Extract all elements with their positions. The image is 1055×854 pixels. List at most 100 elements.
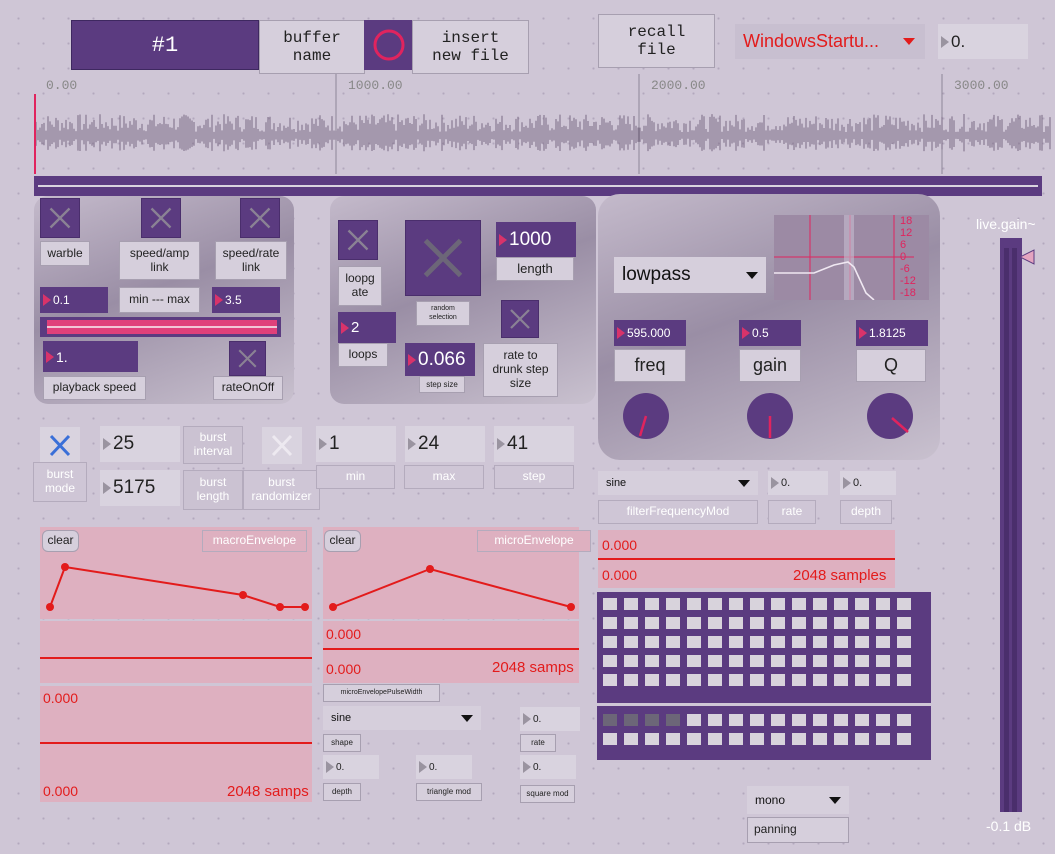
step-cell[interactable] <box>624 636 638 648</box>
recall-file-button[interactable]: recall file <box>598 14 715 68</box>
step-cell[interactable] <box>813 598 827 610</box>
step-cell[interactable] <box>666 617 680 629</box>
step-cell[interactable] <box>645 674 659 686</box>
step-cell[interactable] <box>708 733 722 745</box>
step-cell[interactable] <box>750 636 764 648</box>
gain-knob[interactable] <box>746 392 794 440</box>
step-cell[interactable] <box>771 598 785 610</box>
step-cell[interactable] <box>603 598 617 610</box>
step-cell[interactable] <box>771 636 785 648</box>
step-cell[interactable] <box>708 714 722 726</box>
step-cell[interactable] <box>750 733 764 745</box>
step-cell[interactable] <box>834 733 848 745</box>
step-cell[interactable] <box>792 598 806 610</box>
step-cell[interactable] <box>813 733 827 745</box>
step-cell[interactable] <box>834 598 848 610</box>
micro-shape-menu[interactable]: sine <box>323 706 481 730</box>
step-cell[interactable] <box>687 714 701 726</box>
step-cell[interactable] <box>897 733 911 745</box>
step-cell[interactable] <box>603 617 617 629</box>
step-cell[interactable] <box>666 733 680 745</box>
burst-length-box[interactable]: 5175 <box>100 470 180 506</box>
file-select-menu[interactable]: WindowsStartu... <box>735 24 925 59</box>
step-cell[interactable] <box>603 733 617 745</box>
step-cell[interactable] <box>792 617 806 629</box>
step-cell[interactable] <box>729 714 743 726</box>
live-gain-slider[interactable] <box>1000 238 1022 812</box>
burst-mode-toggle[interactable] <box>40 427 80 464</box>
step-cell[interactable] <box>687 655 701 667</box>
step-cell[interactable] <box>813 636 827 648</box>
step-cell[interactable] <box>876 617 890 629</box>
step-cell[interactable] <box>876 733 890 745</box>
step-cell[interactable] <box>666 598 680 610</box>
step-cell[interactable] <box>603 674 617 686</box>
step-cell[interactable] <box>834 617 848 629</box>
burst-randomizer-toggle[interactable] <box>262 427 302 464</box>
buffer-number-button[interactable]: #1 <box>71 20 259 70</box>
selection-bar[interactable] <box>34 176 1042 196</box>
step-cell[interactable] <box>666 655 680 667</box>
step-cell[interactable] <box>708 617 722 629</box>
filter-type-menu[interactable]: lowpass <box>614 257 766 293</box>
step-cell[interactable] <box>687 733 701 745</box>
step-cell[interactable] <box>876 655 890 667</box>
step-cell[interactable] <box>897 714 911 726</box>
step-cell[interactable] <box>729 598 743 610</box>
filtermod-shape-menu[interactable]: sine <box>598 471 758 495</box>
step-cell[interactable] <box>750 598 764 610</box>
burst-min-box[interactable]: 1 <box>316 426 396 462</box>
micro-depth-box[interactable]: 0. <box>323 755 379 779</box>
step-cell[interactable] <box>624 674 638 686</box>
step-cell[interactable] <box>834 636 848 648</box>
step-cell[interactable] <box>834 655 848 667</box>
micro-rate-box[interactable]: 0. <box>520 707 580 731</box>
step-cell[interactable] <box>624 733 638 745</box>
burst-interval-box[interactable]: 25 <box>100 426 180 462</box>
step-cell[interactable] <box>708 636 722 648</box>
step-cell[interactable] <box>624 714 638 726</box>
step-cell[interactable] <box>897 674 911 686</box>
step-cell[interactable] <box>855 655 869 667</box>
filter-gain-box[interactable]: 0.5 <box>739 320 801 346</box>
step-cell[interactable] <box>603 714 617 726</box>
loopgate-toggle[interactable] <box>338 220 378 260</box>
step-cell[interactable] <box>687 674 701 686</box>
buffer-name-button[interactable]: buffer name <box>259 20 365 74</box>
step-cell[interactable] <box>645 714 659 726</box>
insert-new-file-button[interactable]: insert new file <box>412 20 529 74</box>
step-cell[interactable] <box>645 655 659 667</box>
rate-onoff-toggle[interactable] <box>229 341 266 376</box>
live-gain-handle-icon[interactable] <box>1020 249 1036 265</box>
filter-q-box[interactable]: 1.8125 <box>856 320 928 346</box>
step-cell[interactable] <box>855 636 869 648</box>
burst-step-box[interactable]: 41 <box>494 426 574 462</box>
step-cell[interactable] <box>855 674 869 686</box>
step-cell[interactable] <box>897 617 911 629</box>
step-cell[interactable] <box>624 655 638 667</box>
step-sequencer-grid-1[interactable] <box>597 592 931 703</box>
q-knob[interactable] <box>866 392 914 440</box>
step-cell[interactable] <box>687 598 701 610</box>
step-cell[interactable] <box>729 617 743 629</box>
step-cell[interactable] <box>876 674 890 686</box>
micro-clear-button[interactable]: clear <box>324 530 361 552</box>
step-cell[interactable] <box>792 655 806 667</box>
step-cell[interactable] <box>813 617 827 629</box>
step-cell[interactable] <box>645 598 659 610</box>
step-cell[interactable] <box>771 714 785 726</box>
filtermod-depth-box[interactable]: 0. <box>840 471 896 495</box>
step-cell[interactable] <box>855 714 869 726</box>
step-cell[interactable] <box>645 617 659 629</box>
length-box[interactable]: 1000 <box>496 222 576 257</box>
step-cell[interactable] <box>855 733 869 745</box>
step-cell[interactable] <box>813 655 827 667</box>
step-cell[interactable] <box>834 714 848 726</box>
step-cell[interactable] <box>750 617 764 629</box>
loops-box[interactable]: 2 <box>338 312 396 343</box>
step-cell[interactable] <box>603 636 617 648</box>
random-selection-toggle[interactable] <box>405 220 481 296</box>
step-cell[interactable] <box>897 598 911 610</box>
step-cell[interactable] <box>792 674 806 686</box>
speed-range-slider[interactable] <box>40 317 281 337</box>
